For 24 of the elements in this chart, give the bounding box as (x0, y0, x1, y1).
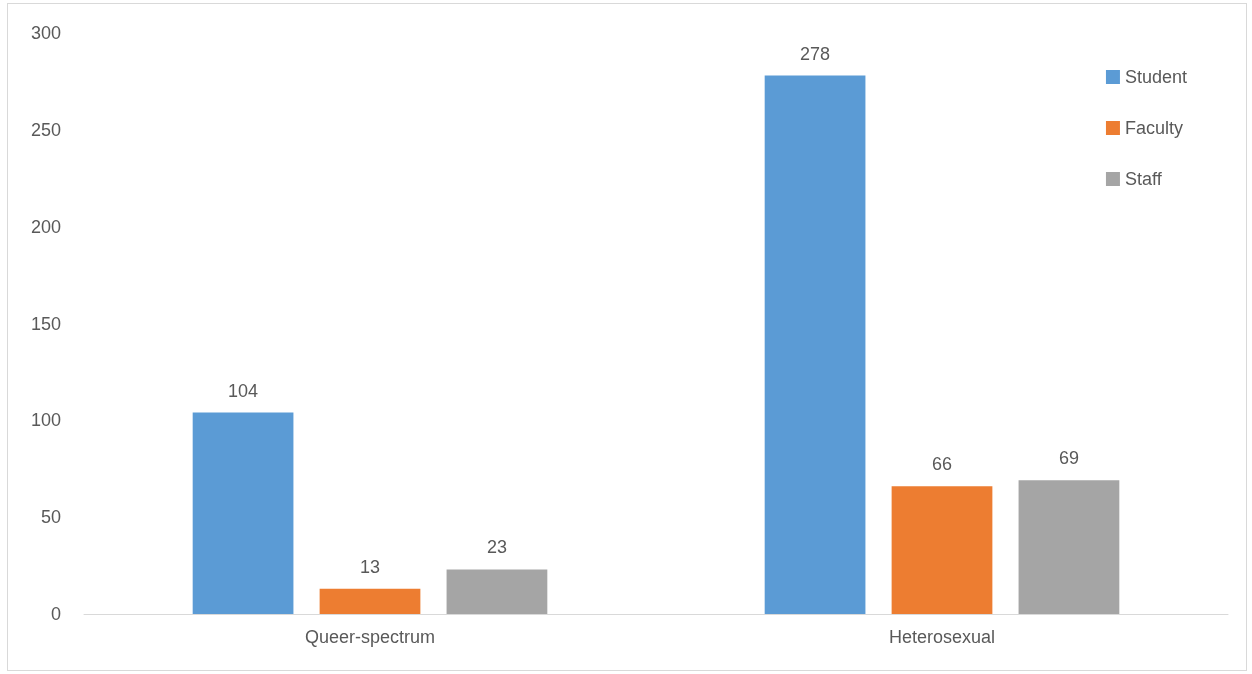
data-label: 66 (931, 454, 953, 475)
bar (446, 569, 548, 614)
bar (319, 588, 421, 614)
bar (891, 486, 993, 614)
x-tick-label: Queer-spectrum (304, 627, 436, 647)
legend-label: Student (1124, 67, 1188, 87)
data-label: 104 (228, 380, 259, 401)
legend-label: Faculty (1124, 118, 1183, 138)
y-tick-label: 300 (30, 23, 61, 43)
x-tick-label: Heterosexual (888, 627, 996, 647)
data-label: 23 (486, 537, 507, 558)
y-tick-label: 150 (30, 313, 61, 334)
y-tick-label: 250 (30, 119, 61, 140)
y-tick-label: 0 (50, 604, 61, 624)
data-label: 278 (800, 43, 831, 64)
y-tick-label: 50 (40, 507, 61, 528)
y-tick-label: 200 (30, 216, 61, 237)
bar (192, 412, 294, 614)
data-label: 13 (359, 556, 381, 577)
bar (764, 75, 866, 614)
y-tick-label: 100 (30, 410, 61, 431)
data-label: 69 (1058, 448, 1079, 469)
bar (1018, 480, 1120, 614)
legend-label: Staff (1124, 169, 1163, 189)
